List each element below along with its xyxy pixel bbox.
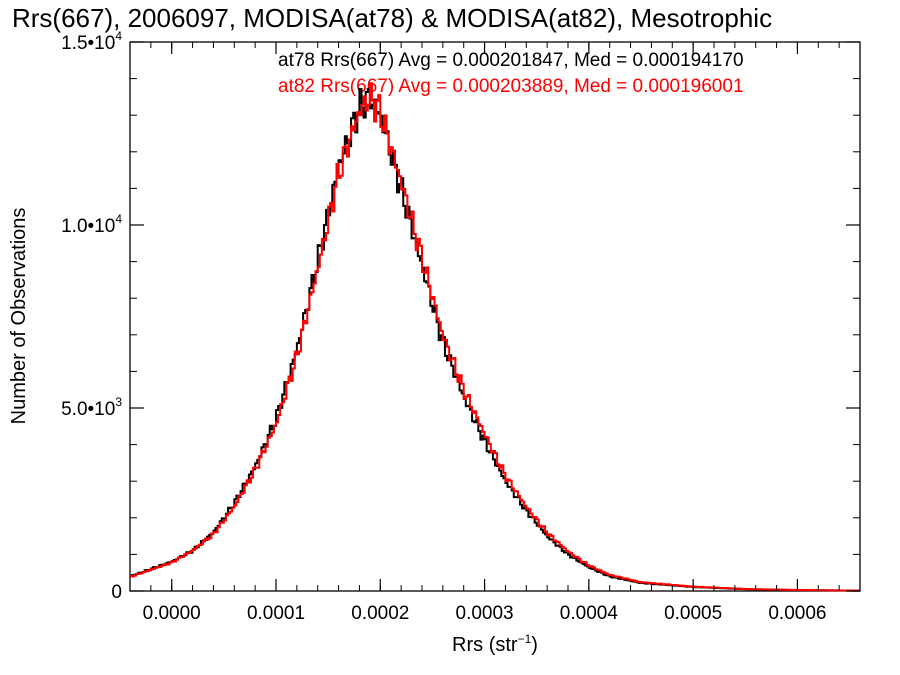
legend-entry-at78: at78 Rrs(667) Avg = 0.000201847, Med = 0… [278,50,744,71]
series-at78-line [130,87,860,592]
x-axis-ticks: 0.0000 0.0001 0.0002 0.0003 0.0004 0.0005 0.00… [129,42,861,624]
chart-title: Rrs(667), 2006097, MODISA(at78) & MODISA… [12,3,772,33]
x-tick-label: 0.0003 [456,603,514,624]
y-axis-label: Number of Observations [8,208,30,425]
series-layer [130,82,860,592]
y-tick-label: 1.5•104 [61,29,122,54]
y-tick-label: 5.0•103 [61,395,122,420]
series-at82-line [130,82,860,592]
x-tick-label: 0.0002 [351,603,409,624]
x-tick-label: 0.0006 [768,603,826,624]
x-tick-label: 0.0005 [664,603,722,624]
plot-frame [129,41,861,592]
x-axis-label: Rrs (str−1) [452,632,538,656]
y-tick-label: 1.0•104 [61,212,122,237]
y-tick-label: 0 [111,582,122,603]
x-tick-label: 0.0004 [560,603,619,624]
legend-entry-at82: at82 Rrs(667) Avg = 0.000203889, Med = 0… [278,76,744,97]
y-axis-ticks: 0 5.0•103 1.0•104 1.5•104 [61,29,860,603]
x-tick-label: 0.0000 [143,603,201,624]
x-tick-label: 0.0001 [247,603,305,624]
